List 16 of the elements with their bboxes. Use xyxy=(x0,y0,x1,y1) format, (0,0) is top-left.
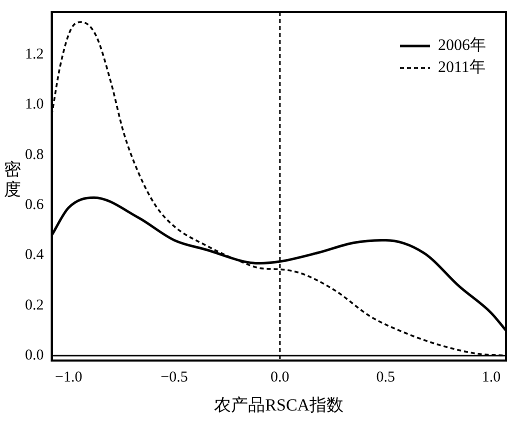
x-tick-label: 0.0 xyxy=(270,370,290,386)
y-tick-label: 0.4 xyxy=(25,247,44,264)
y-tick-label: 0.2 xyxy=(25,297,44,314)
x-tick-label: 0.5 xyxy=(376,370,395,386)
legend-label: 2006年 xyxy=(438,37,486,54)
y-tick-label: 1.0 xyxy=(25,96,44,113)
y-tick-label: 1.2 xyxy=(25,46,44,63)
y-tick-label: 0.8 xyxy=(25,146,44,163)
y-tick-label: 0.6 xyxy=(25,197,44,214)
legend-label: 2011年 xyxy=(438,59,486,76)
x-tick-label: 1.0 xyxy=(482,370,501,386)
x-tick-label: −0.5 xyxy=(160,370,188,386)
y-tick-label: 0.0 xyxy=(25,348,44,364)
x-tick-label: −1.0 xyxy=(55,370,82,386)
x-axis-title: 农产品RSCA指数 xyxy=(214,395,344,414)
y-axis-title: 密度 xyxy=(4,160,21,200)
